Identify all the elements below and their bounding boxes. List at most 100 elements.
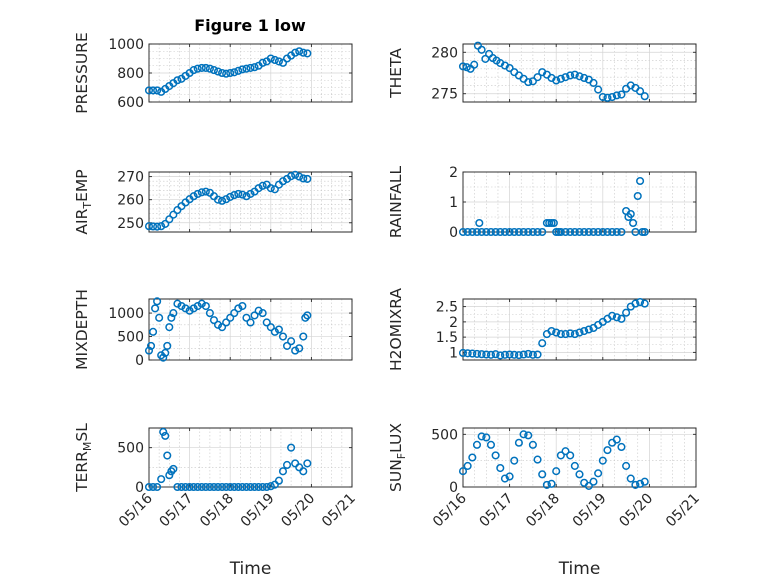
data-point — [250, 482, 259, 492]
data-point — [222, 195, 231, 204]
y-tick-label: 600 — [117, 95, 144, 111]
data-point — [246, 482, 255, 492]
data-point — [209, 482, 219, 492]
data-point — [193, 301, 202, 311]
data-point — [566, 451, 575, 460]
data-series — [458, 176, 649, 237]
data-point — [222, 318, 231, 327]
data-point — [181, 482, 190, 492]
y-tick-label: 270 — [117, 170, 144, 186]
data-point — [254, 184, 263, 193]
data-point — [584, 227, 593, 237]
data-point — [242, 482, 251, 492]
data-point — [462, 63, 471, 72]
data-point — [173, 299, 182, 308]
data-point — [524, 227, 533, 237]
data-point — [209, 316, 219, 325]
data-point — [598, 227, 607, 237]
subplot-4: 0 1 2 RAINFALL — [387, 165, 697, 241]
subplot-8: 0 500 05/16 05/17 05/18 05/19 05/20 05/21 Time SU… — [387, 423, 703, 579]
data-point — [561, 330, 570, 339]
data-point — [230, 309, 239, 318]
data-point — [282, 341, 292, 350]
subplot-7: 0 500 05/16 05/17 05/18 05/19 05/20 05/21 Time TE… — [73, 423, 359, 579]
data-point — [612, 313, 621, 322]
data-point — [295, 47, 304, 56]
x-tick-label: 05/16 — [116, 490, 156, 530]
data-point — [584, 325, 593, 334]
data-point — [278, 467, 288, 476]
data-point — [287, 443, 296, 452]
data-point — [270, 327, 279, 336]
data-point — [458, 348, 468, 358]
x-tick-label: 05/16 — [430, 490, 470, 530]
data-point — [589, 78, 598, 87]
data-point — [608, 227, 617, 237]
data-point — [458, 227, 468, 237]
data-point — [598, 456, 607, 465]
data-point — [631, 480, 640, 489]
data-point — [524, 78, 533, 87]
data-point — [617, 90, 626, 99]
data-point — [177, 482, 186, 492]
data-point — [477, 45, 486, 54]
data-point — [533, 350, 542, 359]
data-point — [505, 63, 514, 73]
data-point — [505, 350, 514, 359]
y-axis-label: TERRMSL — [73, 423, 94, 493]
axes-frame — [462, 427, 697, 488]
data-point — [528, 440, 537, 449]
data-point — [169, 309, 178, 318]
data-point — [472, 349, 482, 358]
data-point — [234, 304, 243, 313]
data-point — [205, 64, 214, 73]
data-point — [468, 453, 477, 462]
data-point — [226, 68, 235, 78]
data-point — [226, 482, 235, 492]
data-point — [246, 189, 255, 198]
data-point — [482, 350, 491, 359]
data-point — [157, 222, 166, 231]
data-point — [254, 306, 263, 315]
data-point — [561, 73, 570, 82]
axes-frame — [462, 298, 697, 361]
data-point — [230, 191, 239, 200]
data-point — [163, 341, 172, 350]
data-point — [547, 326, 556, 336]
data-point — [589, 227, 598, 237]
data-point — [274, 325, 283, 334]
data-point — [552, 76, 561, 85]
data-point — [270, 55, 279, 65]
data-point — [561, 227, 570, 237]
data-point — [496, 227, 505, 237]
data-point — [165, 471, 174, 480]
data-point — [528, 350, 537, 359]
data-point — [552, 328, 561, 337]
data-point — [234, 189, 243, 198]
data-point — [149, 327, 158, 336]
data-point — [463, 461, 472, 470]
data-point — [153, 297, 162, 306]
data-point — [193, 482, 202, 492]
data-point — [640, 92, 649, 101]
data-point — [234, 482, 243, 492]
data-point — [514, 227, 523, 237]
y-axis-label: THETA — [387, 48, 405, 99]
data-point — [472, 227, 482, 237]
data-point — [262, 482, 271, 492]
data-point — [238, 482, 247, 492]
data-point — [570, 70, 579, 79]
data-point — [608, 92, 617, 102]
data-point — [153, 86, 162, 95]
data-point — [556, 330, 565, 339]
data-point — [486, 227, 496, 237]
subplot-6: 11.522.5 H2OMIXRA — [387, 288, 697, 371]
data-point — [149, 222, 158, 231]
axes-frame — [148, 298, 353, 361]
data-point — [510, 350, 519, 359]
y-axis-label: SUNFLUX — [387, 423, 408, 492]
data-point — [500, 350, 509, 359]
data-point — [575, 227, 584, 237]
data-point — [173, 76, 182, 85]
